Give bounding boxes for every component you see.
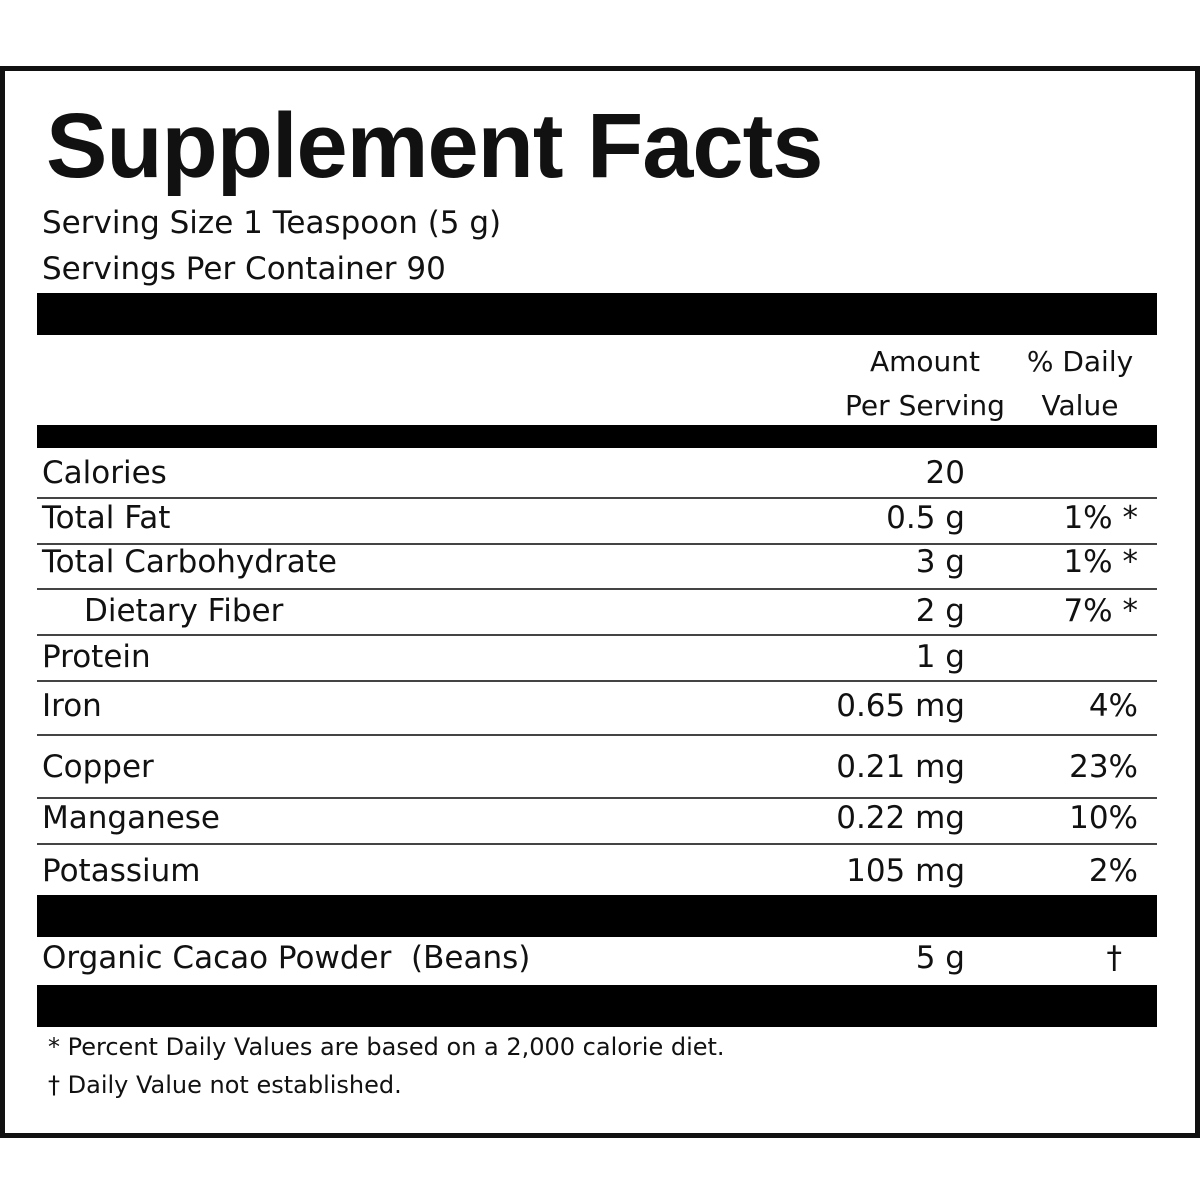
- dv-header: % Daily Value: [1026, 345, 1134, 422]
- row-rule: [37, 634, 1157, 636]
- row-rule: [37, 797, 1157, 799]
- row-amount: 0.5 g: [886, 500, 965, 536]
- frame: [0, 66, 1200, 1138]
- row-name: Protein: [42, 639, 151, 675]
- row-amount: 0.22 mg: [836, 800, 965, 836]
- row-dv: 2%: [1088, 853, 1138, 889]
- row-dv: 1% *: [1063, 544, 1138, 580]
- row-name: Total Fat: [42, 500, 171, 536]
- ingredient-dv: †: [1106, 940, 1123, 976]
- bar: [37, 895, 1157, 937]
- serving-size: Serving Size 1 Teaspoon (5 g): [42, 205, 502, 241]
- row-amount: 20: [925, 455, 965, 491]
- row-name: Calories: [42, 455, 167, 491]
- title: Supplement Facts: [46, 95, 823, 197]
- row-rule: [37, 680, 1157, 682]
- bar: [37, 985, 1157, 1027]
- footnote: * Percent Daily Values are based on a 2,…: [48, 1033, 725, 1061]
- row-dv: 1% *: [1063, 500, 1138, 536]
- row-rule: [37, 588, 1157, 590]
- row-amount: 1 g: [915, 639, 965, 675]
- row-amount: 0.65 mg: [836, 688, 965, 724]
- bar: [37, 425, 1157, 448]
- row-name: Manganese: [42, 800, 221, 836]
- bar: [37, 293, 1157, 335]
- row-rule: [37, 843, 1157, 845]
- row-name: Iron: [42, 688, 102, 724]
- row-rule: [37, 497, 1157, 499]
- row-amount: 0.21 mg: [836, 749, 965, 785]
- ingredient-amount: 5 g: [915, 940, 965, 976]
- row-dv: 7% *: [1063, 593, 1138, 629]
- row-name: Dietary Fiber: [84, 593, 284, 629]
- row-dv: 10%: [1069, 800, 1138, 836]
- row-rule: [37, 734, 1157, 736]
- row-name: Total Carbohydrate: [42, 544, 337, 580]
- servings-per-container: Servings Per Container 90: [42, 251, 446, 287]
- row-dv: 23%: [1069, 749, 1138, 785]
- ingredient-name: Organic Cacao Powder (Beans): [42, 940, 531, 976]
- row-rule: [37, 543, 1157, 545]
- row-name: Copper: [42, 749, 154, 785]
- footnote: † Daily Value not established.: [48, 1071, 402, 1099]
- amount-header: Amount Per Serving: [845, 345, 1005, 422]
- row-amount: 105 mg: [846, 853, 965, 889]
- row-name: Potassium: [42, 853, 201, 889]
- row-dv: 4%: [1088, 688, 1138, 724]
- row-amount: 2 g: [915, 593, 965, 629]
- row-amount: 3 g: [915, 544, 965, 580]
